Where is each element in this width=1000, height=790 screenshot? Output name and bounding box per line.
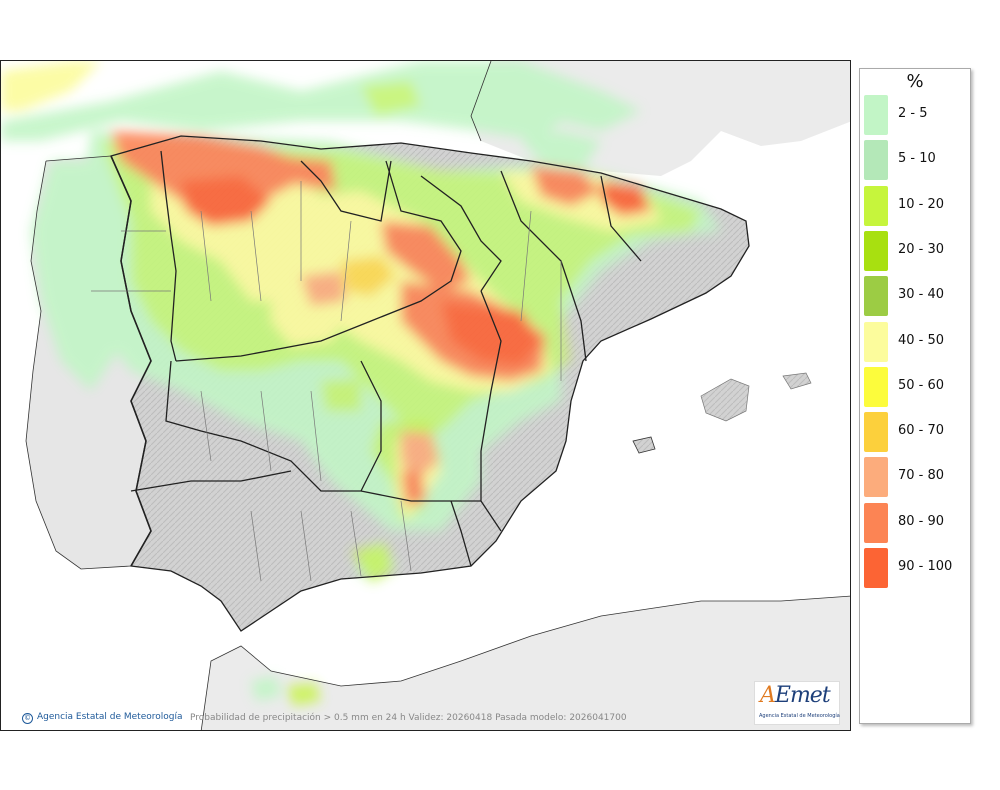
legend-item: 2 - 5 <box>864 95 969 135</box>
credit-text: Agencia Estatal de Meteorología <box>37 712 183 722</box>
legend-swatch <box>864 230 888 271</box>
legend-label: 60 - 70 <box>898 423 945 439</box>
aemet-logo: AEmet Agencia Estatal de Meteorología <box>754 681 840 725</box>
legend-swatch <box>864 321 888 362</box>
legend-swatch <box>864 140 888 181</box>
legend-item: 40 - 50 <box>864 321 969 362</box>
copyright-icon: © <box>22 713 33 724</box>
legend-swatch <box>864 548 888 588</box>
legend-swatch <box>864 276 888 317</box>
legend-item: 60 - 70 <box>864 412 969 453</box>
legend-item: 5 - 10 <box>864 140 969 181</box>
legend-label: 40 - 50 <box>898 332 945 348</box>
coastlines <box>25 61 850 730</box>
map-caption: Probabilidad de precipitación > 0.5 mm e… <box>190 713 627 723</box>
logo-wordmark: AEmet <box>760 683 831 708</box>
legend-item: 50 - 60 <box>864 366 969 407</box>
legend-label: 50 - 60 <box>898 377 945 393</box>
legend-label: 30 - 40 <box>898 287 945 303</box>
ibiza <box>633 437 655 453</box>
north-africa-land <box>201 596 850 730</box>
legend-swatch <box>864 412 888 453</box>
legend-swatch <box>864 95 888 135</box>
legend-item: 90 - 100 <box>864 548 969 588</box>
legend-label: 70 - 80 <box>898 468 945 484</box>
legend-item: 30 - 40 <box>864 276 969 317</box>
legend-title: % <box>906 71 924 92</box>
legend-item: 70 - 80 <box>864 457 969 498</box>
map-canvas <box>1 61 850 730</box>
logo-subtitle: Agencia Estatal de Meteorología <box>759 713 840 719</box>
legend-label: 80 - 90 <box>898 513 945 529</box>
legend-label: 10 - 20 <box>898 196 945 212</box>
legend-swatch <box>864 457 888 498</box>
legend: % 2 - 5 5 - 10 10 - 20 20 - 30 30 - 40 40 - 5… <box>859 68 971 724</box>
legend-item: 20 - 30 <box>864 230 969 271</box>
france-land <box>91 61 850 176</box>
province-borders <box>91 181 812 582</box>
legend-label: 5 - 10 <box>898 151 936 167</box>
legend-label: 90 - 100 <box>898 559 953 574</box>
legend-swatch <box>864 185 888 226</box>
legend-item: 80 - 90 <box>864 502 969 543</box>
credit-line: © Agencia Estatal de Meteorología <box>22 712 183 724</box>
legend-label: 2 - 5 <box>898 106 928 121</box>
probability-field <box>1 61 721 706</box>
legend-label: 20 - 30 <box>898 241 945 257</box>
legend-swatch <box>864 502 888 543</box>
precipitation-probability-map <box>0 60 851 731</box>
legend-item: 10 - 20 <box>864 185 969 226</box>
legend-swatch <box>864 366 888 407</box>
